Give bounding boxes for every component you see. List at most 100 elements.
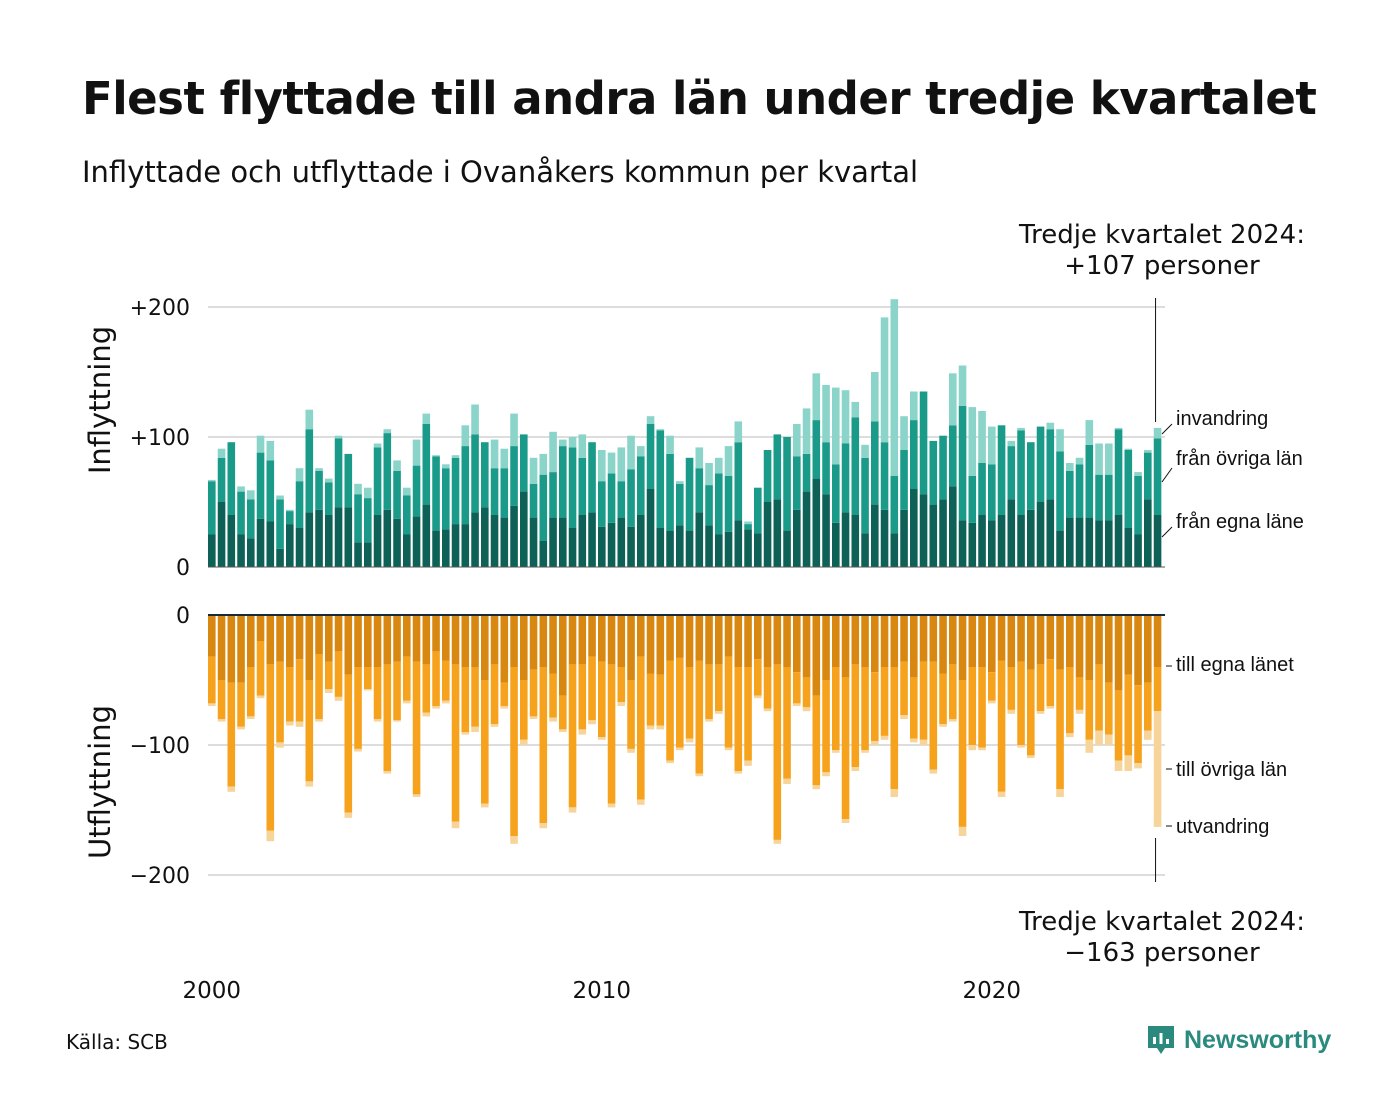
bar-in-2 bbox=[919, 391, 928, 495]
bar-in-3 bbox=[217, 448, 226, 458]
bar-out-2 bbox=[403, 656, 411, 701]
bar-out-2 bbox=[412, 661, 421, 795]
brand-logo[interactable]: Newsworthy bbox=[1146, 1024, 1331, 1056]
bar-in-1 bbox=[783, 530, 791, 567]
bar-in-2 bbox=[861, 457, 869, 534]
bar-out-3 bbox=[705, 719, 713, 722]
bar-in-1 bbox=[724, 531, 733, 567]
bar-in-2 bbox=[403, 495, 411, 535]
bar-in-1 bbox=[822, 494, 830, 567]
bar-out-1 bbox=[471, 615, 479, 667]
bar-in-3 bbox=[734, 421, 743, 443]
bar-in-2 bbox=[871, 421, 879, 505]
bar-out-1 bbox=[666, 615, 674, 661]
y-tick-label: −100 bbox=[130, 734, 190, 759]
bar-out-3 bbox=[1036, 711, 1045, 714]
bar-in-3 bbox=[715, 457, 723, 474]
bar-in-3 bbox=[880, 317, 889, 443]
bar-out-2 bbox=[442, 660, 450, 701]
bar-in-2 bbox=[676, 483, 684, 526]
bar-out-3 bbox=[822, 772, 830, 777]
bar-in-3 bbox=[861, 444, 869, 458]
bar-in-2 bbox=[559, 446, 567, 518]
bar-in-2 bbox=[929, 440, 938, 505]
x-tick-label: 2000 bbox=[183, 978, 242, 1004]
bar-out-3 bbox=[802, 707, 811, 712]
series-label: från övriga län bbox=[1176, 448, 1303, 470]
bar-out-3 bbox=[929, 769, 938, 774]
bar-out-3 bbox=[364, 689, 372, 691]
series-label: till övriga län bbox=[1176, 759, 1287, 781]
bar-out-1 bbox=[676, 615, 684, 658]
bar-in-2 bbox=[217, 457, 226, 502]
bar-out-3 bbox=[334, 696, 343, 701]
bar-in-3 bbox=[559, 439, 567, 447]
bar-out-2 bbox=[851, 664, 860, 768]
bar-in-1 bbox=[861, 533, 869, 567]
bar-out-1 bbox=[539, 615, 548, 667]
bar-in-2 bbox=[978, 463, 986, 515]
bar-in-3 bbox=[286, 509, 294, 512]
bar-in-3 bbox=[490, 439, 499, 469]
bar-in-3 bbox=[841, 390, 850, 444]
bar-in-1 bbox=[295, 528, 304, 567]
bar-in-2 bbox=[705, 485, 713, 526]
bar-in-2 bbox=[568, 447, 577, 528]
y-tick-label: +100 bbox=[130, 426, 190, 451]
bar-out-3 bbox=[793, 703, 801, 706]
bar-out-3 bbox=[1124, 755, 1133, 771]
bar-out-2 bbox=[451, 664, 460, 822]
bar-in-2 bbox=[734, 442, 743, 521]
bar-out-3 bbox=[354, 748, 362, 752]
bar-in-1 bbox=[627, 526, 635, 567]
x-tick-label: 2010 bbox=[573, 978, 632, 1004]
bar-in-1 bbox=[939, 499, 947, 567]
bar-in-1 bbox=[676, 525, 684, 567]
bar-out-3 bbox=[988, 700, 996, 704]
bar-out-2 bbox=[997, 660, 1006, 792]
bar-out-2 bbox=[841, 677, 850, 820]
bar-out-3 bbox=[1066, 733, 1074, 738]
bar-out-3 bbox=[1056, 789, 1064, 797]
bar-out-3 bbox=[890, 789, 899, 797]
bar-in-2 bbox=[822, 442, 830, 495]
bar-in-2 bbox=[208, 481, 216, 535]
bar-out-1 bbox=[783, 615, 791, 667]
bar-out-3 bbox=[754, 695, 762, 699]
bar-in-1 bbox=[354, 542, 362, 567]
bar-in-2 bbox=[910, 420, 918, 489]
bar-in-2 bbox=[666, 453, 674, 531]
bar-out-3 bbox=[1075, 709, 1084, 714]
bar-out-2 bbox=[461, 667, 470, 732]
bar-out-3 bbox=[344, 812, 353, 818]
bar-out-2 bbox=[383, 664, 392, 771]
bar-in-1 bbox=[1017, 515, 1025, 567]
y-tick-label: −200 bbox=[130, 864, 190, 889]
bar-in-2 bbox=[588, 442, 596, 513]
bar-in-2 bbox=[1036, 426, 1045, 502]
bar-in-1 bbox=[237, 534, 245, 567]
bar-in-1 bbox=[637, 515, 645, 567]
bar-in-3 bbox=[451, 455, 460, 458]
bar-in-1 bbox=[451, 524, 460, 567]
bar-out-1 bbox=[354, 615, 362, 667]
bar-out-2 bbox=[637, 656, 645, 800]
bar-in-1 bbox=[695, 512, 704, 567]
bar-out-1 bbox=[617, 615, 626, 667]
bar-out-2 bbox=[295, 659, 304, 722]
bar-in-2 bbox=[237, 491, 245, 535]
bar-in-2 bbox=[276, 499, 284, 549]
bar-in-1 bbox=[656, 528, 665, 567]
bar-in-1 bbox=[1144, 499, 1152, 567]
bar-out-3 bbox=[773, 839, 782, 844]
bar-in-1 bbox=[588, 512, 596, 567]
bar-in-2 bbox=[325, 482, 333, 515]
bar-in-3 bbox=[256, 435, 265, 453]
bar-in-2 bbox=[256, 452, 265, 519]
bar-in-1 bbox=[1134, 534, 1142, 567]
bar-out-3 bbox=[685, 738, 694, 743]
bar-out-2 bbox=[734, 667, 743, 771]
bar-in-1 bbox=[890, 533, 899, 567]
bar-in-1 bbox=[763, 502, 772, 567]
bar-in-3 bbox=[676, 481, 684, 484]
